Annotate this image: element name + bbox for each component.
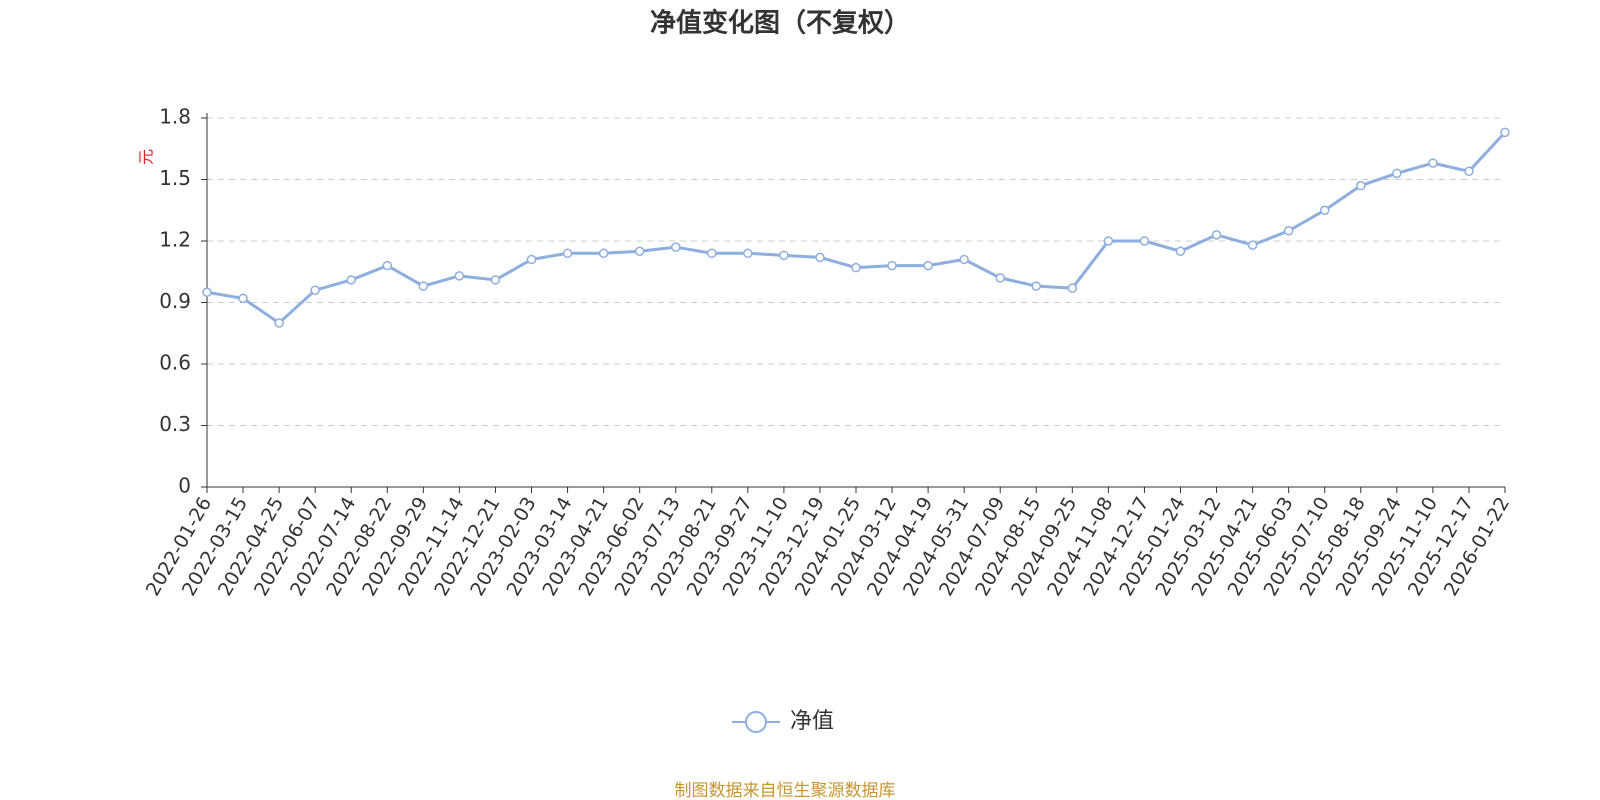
point-marker <box>490 275 501 285</box>
point-marker <box>310 285 320 295</box>
point-marker <box>1356 180 1366 191</box>
point-marker <box>418 281 429 291</box>
point-marker <box>1500 127 1510 138</box>
y-tick-label: 0 <box>178 474 191 498</box>
point-marker <box>1175 246 1186 256</box>
point-marker <box>1392 168 1402 179</box>
point-marker <box>1103 236 1114 246</box>
point-marker <box>1428 158 1438 168</box>
point-marker <box>634 246 645 256</box>
point-marker <box>202 287 212 297</box>
y-axis-label: 元 <box>137 149 156 165</box>
point-marker <box>382 260 393 271</box>
point-marker <box>1067 283 1078 293</box>
point-marker <box>923 260 933 271</box>
point-marker <box>1283 226 1294 236</box>
point-marker <box>887 260 897 271</box>
point-marker <box>1319 205 1330 215</box>
y-tick-label: 0.6 <box>159 351 191 375</box>
series-line <box>206 131 1507 325</box>
point-marker <box>238 293 248 304</box>
point-marker <box>670 242 681 252</box>
legend-label: 净值 <box>790 709 834 734</box>
point-marker <box>995 273 1005 283</box>
point-marker <box>598 248 609 259</box>
point-marker <box>454 271 465 281</box>
point-marker <box>1247 240 1258 250</box>
y-tick-label: 1.2 <box>159 228 191 252</box>
source-note: 制图数据来自恒生聚源数据库 <box>675 781 896 800</box>
point-marker <box>274 318 284 328</box>
point-marker <box>779 250 789 261</box>
y-tick-label: 1.5 <box>159 166 191 190</box>
point-marker <box>959 254 969 265</box>
y-tick-label: 0.3 <box>159 412 191 436</box>
point-marker <box>346 275 356 285</box>
point-marker <box>1139 236 1150 246</box>
chart-title: 净值变化图（不复权） <box>650 8 910 39</box>
point-marker <box>815 252 825 263</box>
point-marker <box>1031 281 1042 291</box>
point-marker <box>707 248 717 259</box>
point-marker <box>1211 230 1222 240</box>
y-tick-label: 1.8 <box>159 105 191 129</box>
point-marker <box>1464 166 1474 177</box>
point-marker <box>526 254 537 265</box>
point-marker <box>851 262 861 273</box>
point-marker <box>562 248 573 259</box>
y-tick-label: 0.9 <box>159 289 191 313</box>
legend-marker <box>745 711 767 733</box>
point-marker <box>743 248 753 259</box>
